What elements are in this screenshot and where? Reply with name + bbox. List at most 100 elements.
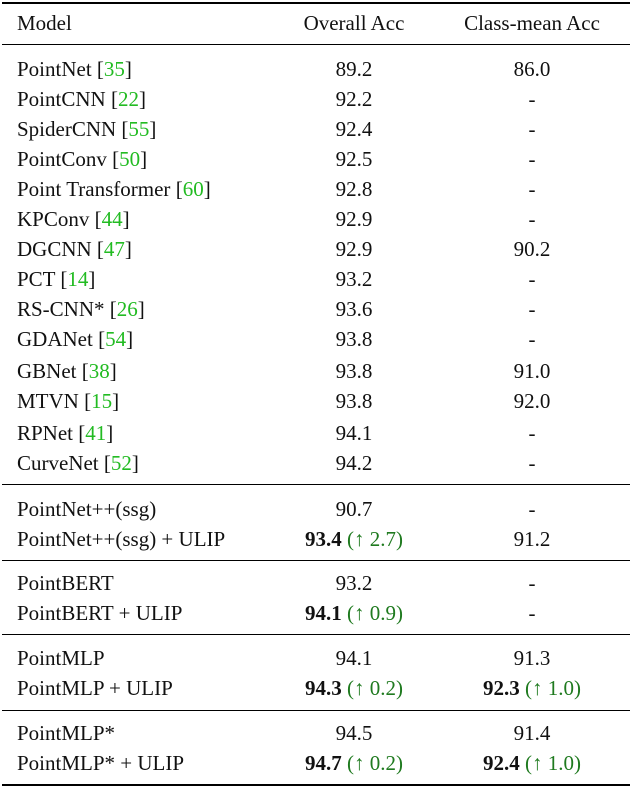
group-divider: [2, 560, 630, 561]
gain-value: (↑ 0.9): [347, 601, 403, 625]
classmean-acc: -: [528, 87, 536, 111]
citation-link[interactable]: 38: [88, 359, 110, 383]
model-name: PointNet [35]: [17, 57, 132, 81]
model-name: PointMLP*: [17, 721, 116, 745]
overall-acc: 93.6: [335, 297, 373, 321]
overall-acc: 93.8: [335, 359, 373, 383]
model-name: DGCNN [47]: [17, 237, 132, 261]
header-classmean-acc: Class-mean Acc: [464, 11, 600, 35]
classmean-acc: -: [528, 601, 536, 625]
overall-acc: 92.9: [335, 207, 373, 231]
table-row: GDANet [54] 93.8 -: [0, 324, 632, 354]
group-divider: [2, 710, 630, 711]
table-row: PCT [14] 93.2 -: [0, 264, 632, 294]
model-name: Point Transformer [60]: [17, 177, 211, 201]
table-row: MTVN [15] 93.8 92.0: [0, 386, 632, 416]
model-name: PointBERT: [17, 571, 114, 595]
overall-acc: 92.4: [335, 117, 373, 141]
header-rule: [2, 44, 630, 45]
classmean-acc: -: [528, 147, 536, 171]
table-row: RS-CNN* [26] 93.6 -: [0, 294, 632, 324]
overall-acc: 94.5: [335, 721, 373, 745]
citation-link[interactable]: 54: [105, 327, 127, 351]
table-row: KPConv [44] 92.9 -: [0, 204, 632, 234]
citation-link[interactable]: 26: [116, 297, 138, 321]
table-row: PointNet [35] 89.2 86.0: [0, 54, 632, 84]
citation-link[interactable]: 14: [67, 267, 89, 291]
citation-link[interactable]: 60: [182, 177, 204, 201]
model-name: PointMLP: [17, 646, 105, 670]
citation-link[interactable]: 15: [91, 389, 113, 413]
gain-value: (↑ 1.0): [525, 751, 581, 775]
citation-link[interactable]: 47: [103, 237, 125, 261]
overall-acc: 92.8: [335, 177, 373, 201]
model-name: PointBERT + ULIP: [17, 601, 183, 625]
classmean-acc: -: [528, 497, 536, 521]
table-row: CurveNet [52] 94.2 -: [0, 448, 632, 478]
overall-acc: 93.2: [335, 571, 373, 595]
model-name: PointMLP + ULIP: [17, 676, 173, 700]
model-name: MTVN [15]: [17, 389, 120, 413]
table-row: PointBERT + ULIP 94.1 (↑ 0.9) -: [0, 598, 632, 628]
table-row: PointNet++(ssg) + ULIP 93.4 (↑ 2.7) 91.2: [0, 524, 632, 554]
classmean-acc: 90.2: [513, 237, 551, 261]
overall-acc: 93.8: [335, 389, 373, 413]
classmean-acc: -: [528, 207, 536, 231]
model-name: SpiderCNN [55]: [17, 117, 157, 141]
table-row: DGCNN [47] 92.9 90.2: [0, 234, 632, 264]
classmean-acc: -: [528, 421, 536, 445]
table-row: Point Transformer [60] 92.8 -: [0, 174, 632, 204]
table-row: PointMLP* + ULIP 94.7 (↑ 0.2) 92.4 (↑ 1.…: [0, 748, 632, 778]
classmean-acc: 91.3: [513, 646, 551, 670]
gain-value: (↑ 0.2): [347, 751, 403, 775]
citation-link[interactable]: 22: [117, 87, 139, 111]
gain-value: (↑ 1.0): [525, 676, 581, 700]
citation-link[interactable]: 50: [119, 147, 141, 171]
table-row: GBNet [38] 93.8 91.0: [0, 356, 632, 386]
classmean-acc: -: [528, 117, 536, 141]
overall-acc: 93.4 (↑ 2.7): [305, 527, 403, 551]
classmean-acc: -: [528, 267, 536, 291]
classmean-acc: -: [528, 451, 536, 475]
classmean-acc: -: [528, 571, 536, 595]
model-name: RPNet [41]: [17, 421, 114, 445]
table-row: PointMLP* 94.5 91.4: [0, 718, 632, 748]
model-name: KPConv [44]: [17, 207, 130, 231]
model-name: CurveNet [52]: [17, 451, 139, 475]
classmean-acc: -: [528, 297, 536, 321]
group-divider: [2, 634, 630, 635]
overall-acc: 94.1 (↑ 0.9): [305, 601, 403, 625]
model-name: PointNet++(ssg) + ULIP: [17, 527, 226, 551]
classmean-acc: 91.4: [513, 721, 551, 745]
model-name: GDANet [54]: [17, 327, 134, 351]
overall-acc: 90.7: [335, 497, 373, 521]
model-name: PointMLP* + ULIP: [17, 751, 185, 775]
overall-acc: 94.7 (↑ 0.2): [305, 751, 403, 775]
classmean-acc: 86.0: [513, 57, 551, 81]
table-row: PointNet++(ssg) 90.7 -: [0, 494, 632, 524]
model-name: GBNet [38]: [17, 359, 117, 383]
overall-acc: 89.2: [335, 57, 373, 81]
overall-acc: 93.8: [335, 327, 373, 351]
bottom-rule: [2, 784, 630, 786]
overall-acc: 92.5: [335, 147, 373, 171]
overall-acc: 92.9: [335, 237, 373, 261]
overall-acc: 94.2: [335, 451, 373, 475]
citation-link[interactable]: 55: [128, 117, 150, 141]
citation-link[interactable]: 44: [101, 207, 123, 231]
table-row: SpiderCNN [55] 92.4 -: [0, 114, 632, 144]
citation-link[interactable]: 35: [103, 57, 125, 81]
classmean-acc: 91.2: [513, 527, 551, 551]
table-row: PointConv [50] 92.5 -: [0, 144, 632, 174]
table-row: PointMLP 94.1 91.3: [0, 643, 632, 673]
model-name: PCT [14]: [17, 267, 96, 291]
group-divider: [2, 484, 630, 485]
model-name: PointConv [50]: [17, 147, 148, 171]
citation-link[interactable]: 52: [110, 451, 132, 475]
model-name: RS-CNN* [26]: [17, 297, 145, 321]
table-row: PointBERT 93.2 -: [0, 568, 632, 598]
header-model: Model: [17, 11, 72, 35]
header-row: Model Overall Acc Class-mean Acc: [0, 8, 632, 38]
table-row: RPNet [41] 94.1 -: [0, 418, 632, 448]
citation-link[interactable]: 41: [85, 421, 107, 445]
